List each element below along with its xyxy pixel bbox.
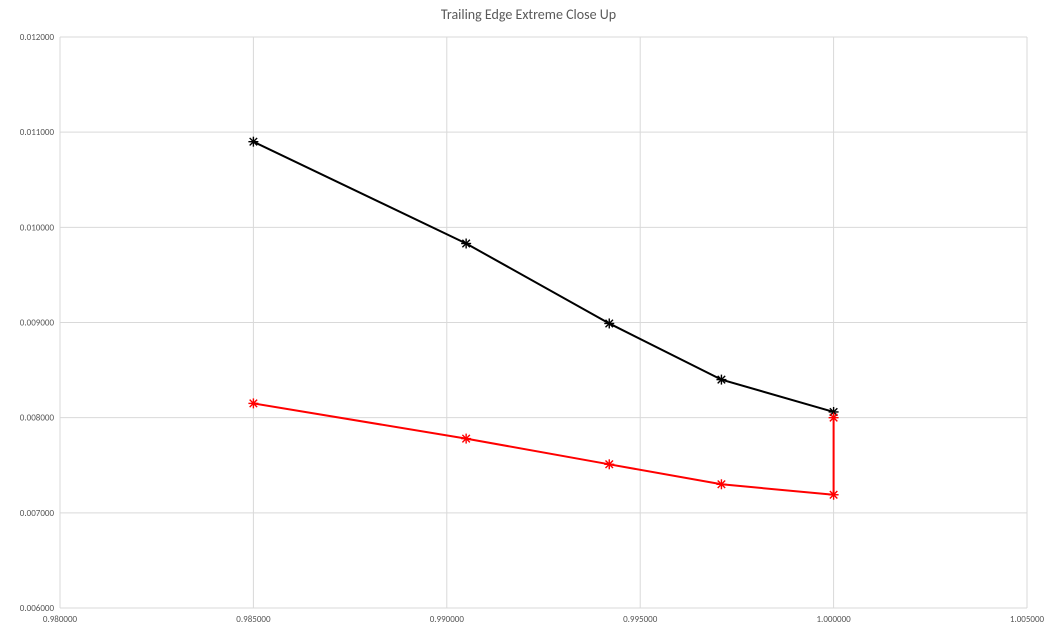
chart-title: Trailing Edge Extreme Close Up [0,6,1057,23]
y-tick-label: 0.009000 [20,318,55,329]
x-tick-label: 0.995000 [623,614,658,625]
marker-star [461,239,471,249]
y-tick-label: 0.010000 [20,222,55,233]
marker-star [829,413,839,423]
x-tick-label: 0.990000 [430,614,465,625]
marker-star [829,490,839,500]
marker-star [461,434,471,444]
x-tick-label: 0.985000 [236,614,271,625]
marker-star [248,398,258,408]
marker-star [716,479,726,489]
x-tick-label: 1.005000 [1010,614,1045,625]
y-tick-label: 0.006000 [20,603,55,614]
y-tick-label: 0.011000 [20,127,55,138]
y-tick-label: 0.012000 [20,32,55,43]
marker-star [604,459,614,469]
y-tick-label: 0.007000 [20,508,55,519]
marker-star [248,137,258,147]
marker-star [604,318,614,328]
chart-svg: 0.980000 0.985000 0.990000 0.995000 1.000000… [0,0,1057,631]
chart-container: Trailing Edge Extreme Close Up 0.9800000… [0,0,1057,631]
y-tick-label: 0.008000 [20,413,55,424]
x-tick-label: 1.000000 [816,614,851,625]
x-tick-label: 0.980000 [43,614,78,625]
marker-star [716,375,726,385]
